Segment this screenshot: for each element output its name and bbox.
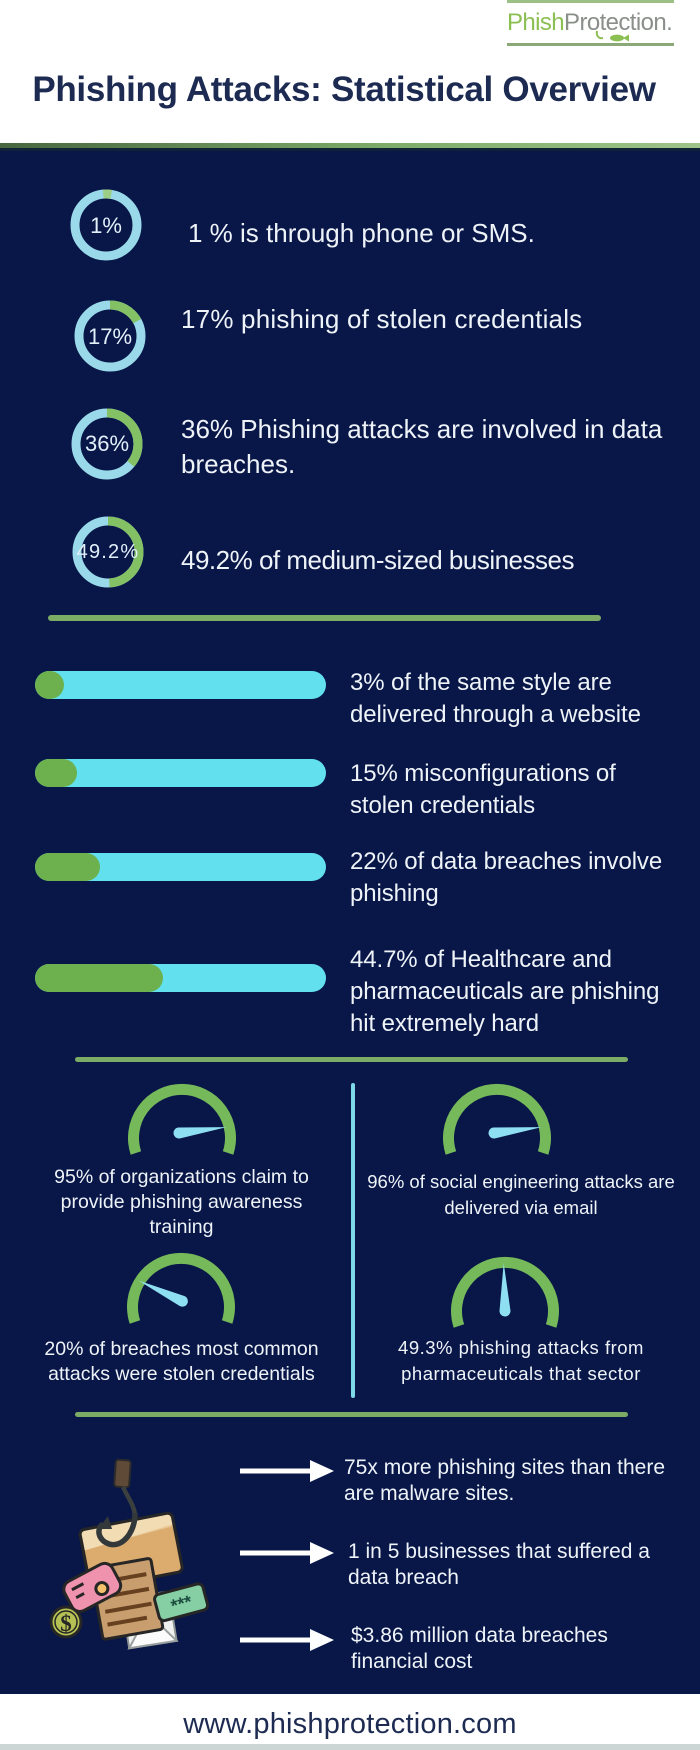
svg-text:$: $	[60, 1611, 72, 1636]
